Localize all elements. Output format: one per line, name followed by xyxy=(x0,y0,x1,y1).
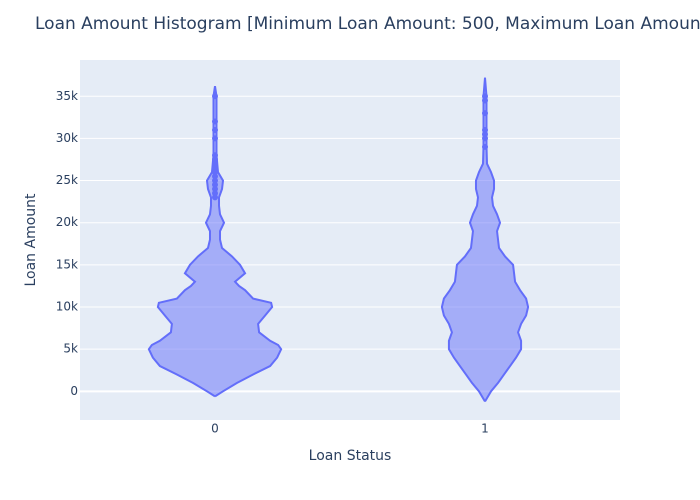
outlier-point xyxy=(212,185,218,192)
outlier-point xyxy=(212,160,218,167)
y-tick-label: 35k xyxy=(56,89,78,103)
outlier-point xyxy=(212,156,218,163)
outlier-point xyxy=(482,135,488,142)
violin-left-edge xyxy=(440,77,486,402)
violin-fill xyxy=(441,77,529,402)
outlier-point xyxy=(212,164,218,171)
violin-left-edge xyxy=(147,85,216,398)
outlier-point xyxy=(212,152,218,159)
outlier-point xyxy=(212,190,218,197)
y-tick-label: 5k xyxy=(63,342,78,356)
x-tick-label: 1 xyxy=(481,422,489,436)
outlier-point xyxy=(212,173,218,180)
violin-right-edge xyxy=(484,77,530,402)
outlier-point xyxy=(212,177,218,184)
outlier-point xyxy=(212,194,218,201)
outlier-point xyxy=(482,126,488,133)
x-axis-title: Loan Status xyxy=(309,448,392,464)
violin-right-edge xyxy=(214,85,283,398)
y-tick-label: 25k xyxy=(56,173,78,187)
y-tick-label: 30k xyxy=(56,131,78,145)
outlier-point xyxy=(482,110,488,117)
outlier-point xyxy=(212,135,218,142)
y-tick-label: 20k xyxy=(56,215,78,229)
y-axis-title: Loan Amount xyxy=(23,193,39,287)
violin-fill xyxy=(148,86,282,397)
outlier-point xyxy=(482,131,488,138)
outlier-point xyxy=(212,118,218,125)
x-tick-label: 0 xyxy=(211,422,219,436)
outlier-point xyxy=(482,97,488,104)
y-tick-label: 0 xyxy=(70,384,78,398)
outlier-point xyxy=(482,143,488,150)
marks xyxy=(147,77,530,402)
outlier-point xyxy=(212,181,218,188)
y-tick-label: 15k xyxy=(56,257,78,271)
outlier-point xyxy=(212,169,218,176)
outlier-point xyxy=(482,93,488,100)
outlier-point xyxy=(212,93,218,100)
y-tick-label: 10k xyxy=(56,300,78,314)
outlier-point xyxy=(212,126,218,133)
chart-title: Loan Amount Histogram [Minimum Loan Amou… xyxy=(35,14,700,34)
